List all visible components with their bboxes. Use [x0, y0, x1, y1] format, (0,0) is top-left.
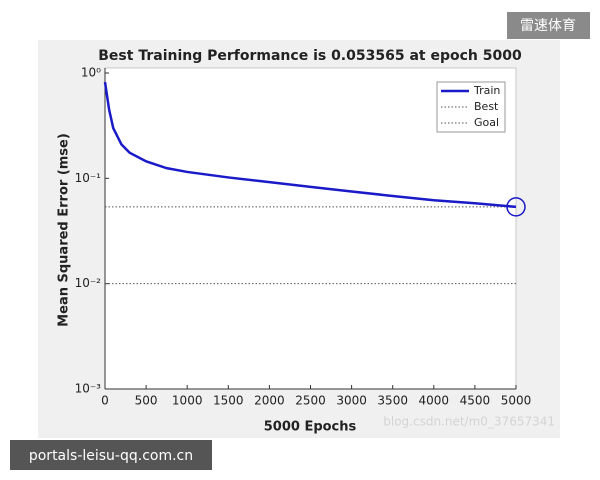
x-tick-label: 2500 [295, 394, 326, 408]
x-tick-label: 4500 [460, 394, 491, 408]
x-tick-label: 0 [101, 394, 109, 408]
badge-bg [507, 12, 590, 39]
y-tick-label: 10⁻¹ [75, 171, 102, 185]
legend-label: Best [474, 100, 499, 113]
x-tick-label: 2000 [254, 394, 285, 408]
x-tick-label: 4000 [419, 394, 450, 408]
watermark: blog.csdn.net/m0_37657341 [383, 415, 555, 429]
chart-title: Best Training Performance is 0.053565 at… [98, 48, 522, 64]
x-tick-label: 3500 [377, 394, 408, 408]
badge: 雷速体育 [520, 18, 576, 34]
site: portals-leisu-qq.com.cn [29, 448, 193, 464]
train-line [103, 81, 517, 209]
x-tick-label: 500 [135, 394, 158, 408]
legend-label: Train [473, 84, 500, 97]
x-tick-label: 5000 [501, 394, 532, 408]
x-axis-label: 5000 Epochs [264, 420, 357, 435]
site-bg [10, 440, 212, 470]
legend-label: Goal [474, 116, 499, 129]
x-tick-label: 3000 [336, 394, 367, 408]
best-marker [506, 197, 526, 217]
y-tick-label: 10⁻³ [75, 382, 102, 396]
y-tick-label: 10⁻² [75, 276, 102, 290]
y-tick-label: 10⁰ [81, 66, 101, 80]
x-tick-label: 1000 [172, 394, 203, 408]
x-tick-label: 1500 [213, 394, 244, 408]
y-axis-label: Mean Squared Error (mse) [57, 133, 72, 327]
